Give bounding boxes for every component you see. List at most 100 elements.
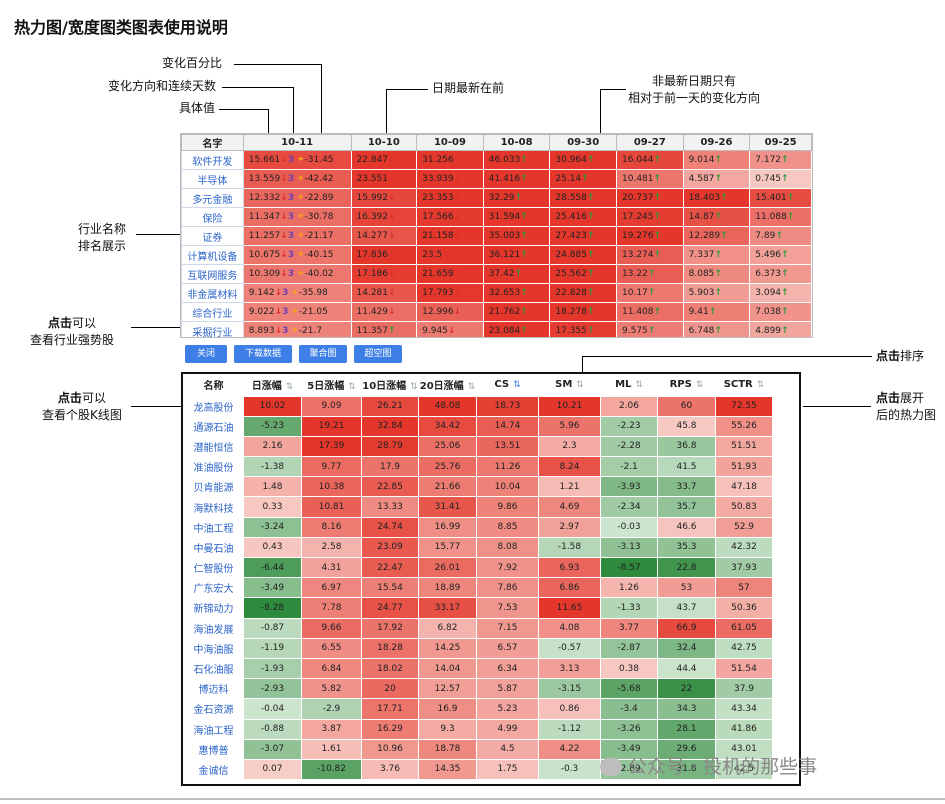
sort-icon[interactable]: ⇅ [635, 380, 643, 391]
stock-link[interactable]: 惠博普 [183, 738, 244, 760]
heat-cell: 4.69 [538, 496, 601, 518]
sort-icon[interactable]: ⇅ [576, 380, 584, 391]
heat-cell: 19.21 [301, 415, 362, 437]
table-row: 半导体 13.559↓3 ✦-42.42 23.551↓ 33.939↓ 41.416↑… [181, 169, 812, 189]
heat-cell: -0.3 [538, 758, 601, 781]
stock-link[interactable]: 博迈科 [183, 678, 244, 700]
stock-link[interactable]: 海默科技 [183, 496, 244, 518]
heat-cell: 10.21 [538, 395, 601, 417]
divider [0, 798, 945, 800]
value: 8.085 [688, 269, 715, 279]
heat-cell: 4.22 [538, 738, 601, 760]
sortable-column-header[interactable]: RPS ⇅ [657, 374, 716, 396]
stock-link[interactable]: 中海油服 [183, 637, 244, 659]
stock-link[interactable]: 新锦动力 [183, 597, 244, 619]
heat-cell: 0.33 [243, 496, 302, 518]
sort-icon[interactable]: ⇅ [285, 382, 294, 393]
heat-cell: 43.01 [715, 738, 773, 760]
sortable-column-header[interactable]: SM ⇅ [538, 374, 601, 396]
change-pct: -21.17 [304, 231, 334, 241]
download-data-button[interactable]: 下载数据 [234, 345, 292, 363]
heat-cell: 17.92 [361, 617, 419, 639]
down-arrow-icon: ↓ [388, 193, 396, 203]
stock-link[interactable]: 石化油服 [183, 657, 244, 680]
stock-link[interactable]: 金诚信 [183, 758, 244, 781]
stock-link[interactable]: 海油发展 [183, 617, 244, 639]
heat-cell: -1.93 [243, 657, 302, 680]
table-row: 海油发展 -0.87 9.66 17.92 6.82 7.15 4.08 3.77 66.9 61… [183, 617, 773, 639]
aggregate-chart-button[interactable]: 聚合图 [299, 345, 347, 363]
industry-link[interactable]: 半导体 [181, 169, 244, 189]
sortable-column-header[interactable]: 10日涨幅 ⇅ [361, 374, 419, 396]
industry-link[interactable]: 综合行业 [181, 302, 244, 322]
sort-icon[interactable]: ⇅ [348, 382, 356, 393]
heat-cell: 23.09 [361, 536, 419, 559]
up-arrow-icon: ↑ [514, 269, 523, 279]
stock-link[interactable]: 通源石油 [183, 415, 244, 437]
stock-link[interactable]: 龙高股份 [183, 395, 244, 417]
industry-link[interactable]: 采掘行业 [181, 321, 244, 337]
sort-icon[interactable]: ⇅ [756, 380, 765, 391]
sortable-column-header[interactable]: ML ⇅ [600, 374, 658, 396]
stock-link[interactable]: 广东宏大 [183, 577, 244, 599]
value-cell: 25.14↑ [549, 169, 618, 189]
sortable-column-header[interactable]: 5日涨幅 ⇅ [301, 374, 362, 396]
close-button[interactable]: 关闭 [185, 345, 227, 363]
stock-link[interactable]: 中油工程 [183, 516, 244, 538]
sortable-column-header[interactable]: SCTR ⇅ [715, 374, 773, 396]
annotation-click-stock: 点击可以 查看个股K线图 [42, 391, 122, 422]
industry-link[interactable]: 多元金融 [181, 188, 244, 208]
sortable-column-header[interactable]: CS ⇅ [476, 374, 539, 396]
sort-icon[interactable]: ⇅ [695, 380, 704, 391]
heat-cell: 22 [657, 678, 716, 700]
stock-heatmap-table: 名称 日涨幅 ⇅ 5日涨幅 ⇅ 10日涨幅 ⇅ 20日涨幅 ⇅ CS ⇅ SM ⇅ ML ⇅ RPS ⇅ SCTR… [183, 374, 773, 781]
stock-link[interactable]: 贝肯能源 [183, 476, 244, 498]
heat-cell: 20 [361, 678, 419, 700]
sortable-column-header[interactable]: 日涨幅 ⇅ [243, 374, 302, 396]
heat-cell: 8.85 [476, 516, 539, 538]
stock-link[interactable]: 金石资源 [183, 698, 244, 720]
table-row: 仁智股份 -6.44 4.31 22.47 26.01 7.92 6.93 -8.57 22.8… [183, 556, 773, 579]
industry-link[interactable]: 证券 [181, 226, 244, 246]
stock-link[interactable]: 仁智股份 [183, 556, 244, 579]
column-header-date: 09-27 [616, 134, 684, 151]
table-row: 软件开发 15.661↓3 ✦-31.45 22.847↓ 31.256↓ 46.033… [181, 150, 812, 170]
value-cell: 18.403↑ [682, 188, 751, 208]
value-cell: 11.357↑ [350, 321, 418, 337]
sort-icon[interactable]: ⇅ [513, 380, 521, 391]
table-row: 证券 11.257↓3 ✦-21.17 14.277↓ 21.158↓ 35.003↑ 2… [181, 226, 812, 246]
heat-cell: 3.13 [538, 657, 601, 680]
industry-link[interactable]: 互联网服务 [181, 264, 244, 284]
industry-link[interactable]: 非金属材料 [181, 283, 244, 303]
value-cell: 16.044↑ [616, 150, 684, 170]
heat-cell: 72.55 [715, 395, 773, 417]
down-arrow-icon: ↓ [280, 155, 288, 165]
value-cell: 31.594↑ [482, 207, 551, 227]
down-arrow-icon: ↓ [388, 269, 396, 279]
heat-cell: -0.87 [243, 617, 302, 639]
heat-cell: 1.21 [538, 476, 601, 498]
up-arrow-icon: ↑ [781, 288, 789, 298]
stock-link[interactable]: 准油股份 [183, 456, 244, 478]
sort-icon[interactable]: ⇅ [467, 382, 476, 393]
latest-cell: 9.022↓3 ✦-21.05 [242, 302, 352, 322]
stock-link[interactable]: 海油工程 [183, 718, 244, 740]
value-cell: 6.748↑ [682, 321, 751, 337]
sortable-column-header[interactable]: 20日涨幅 ⇅ [418, 374, 477, 396]
value-cell: 7.038↑ [749, 302, 812, 322]
up-arrow-icon: ↑ [520, 307, 528, 317]
sort-icon[interactable]: ⇅ [410, 382, 418, 393]
up-arrow-icon: ↑ [520, 212, 528, 222]
stock-link[interactable]: 潜能恒信 [183, 435, 244, 458]
latest-cell: 13.559↓3 ✦-42.42 [242, 169, 352, 189]
industry-link[interactable]: 保险 [181, 207, 244, 227]
table-row: 中海油服 -1.19 6.55 18.28 14.25 6.57 -0.57 -2.87 32.… [183, 637, 773, 659]
industry-link[interactable]: 计算机设备 [181, 245, 244, 265]
empty-chart-button[interactable]: 超空图 [354, 345, 402, 363]
value: 32.29 [488, 193, 515, 203]
flame-icon: ✦ [294, 155, 305, 165]
heat-cell: 66.9 [657, 617, 716, 639]
value: 9.41 [688, 307, 709, 317]
industry-link[interactable]: 软件开发 [181, 150, 244, 170]
stock-link[interactable]: 中曼石油 [183, 536, 244, 559]
